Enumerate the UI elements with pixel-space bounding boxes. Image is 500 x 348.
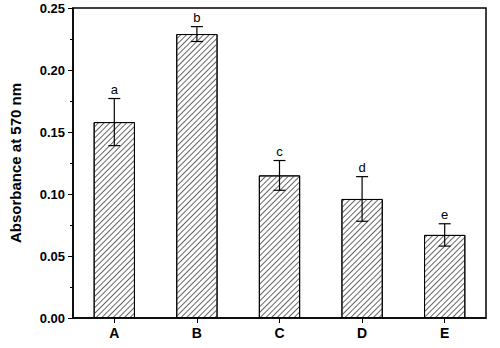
svg-text:a: a <box>111 82 119 97</box>
svg-text:Absorbance at 570 nm: Absorbance at 570 nm <box>7 83 24 243</box>
svg-text:0.10: 0.10 <box>40 187 65 202</box>
svg-text:E: E <box>440 325 449 341</box>
svg-text:b: b <box>193 10 200 25</box>
svg-text:0.05: 0.05 <box>40 249 65 264</box>
svg-text:d: d <box>358 160 365 175</box>
svg-text:C: C <box>274 325 284 341</box>
svg-text:0.00: 0.00 <box>40 311 65 326</box>
svg-text:0.25: 0.25 <box>40 1 65 16</box>
svg-text:A: A <box>109 325 119 341</box>
svg-text:c: c <box>276 144 283 159</box>
svg-text:e: e <box>441 207 448 222</box>
svg-text:0.20: 0.20 <box>40 63 65 78</box>
svg-text:0.15: 0.15 <box>40 125 65 140</box>
svg-text:B: B <box>192 325 202 341</box>
svg-text:D: D <box>357 325 367 341</box>
